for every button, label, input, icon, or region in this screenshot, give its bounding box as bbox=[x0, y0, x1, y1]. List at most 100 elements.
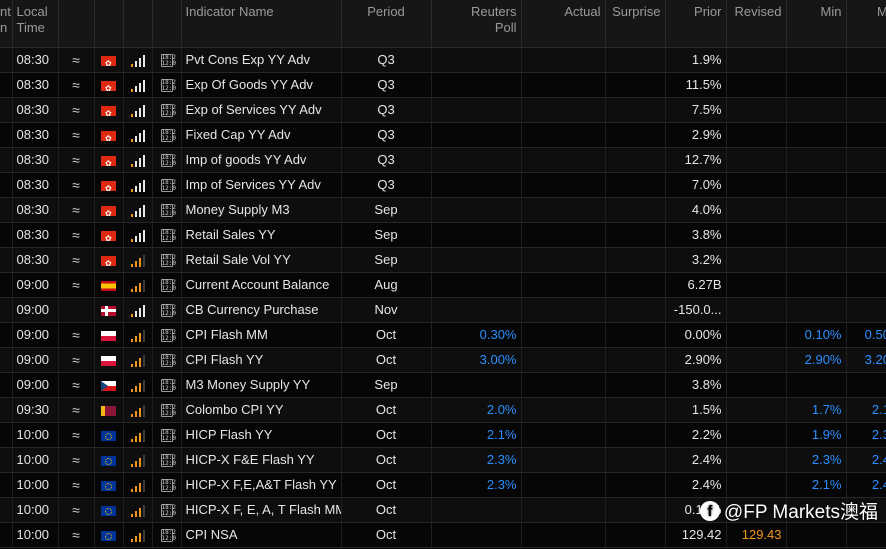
prior: 4.0% bbox=[665, 197, 727, 223]
trend-icon[interactable]: ≈ bbox=[58, 247, 95, 273]
trend-icon[interactable]: ≈ bbox=[58, 472, 95, 498]
table-row[interactable]: 09:00 ≈18:2 12:0 Current Account Balance Aug… bbox=[0, 272, 886, 298]
indicator-name[interactable]: HICP Flash YY bbox=[181, 422, 342, 448]
trend-icon[interactable]: ≈ bbox=[58, 47, 95, 73]
col-actual-header[interactable]: Actual bbox=[521, 0, 606, 48]
col-importance-header[interactable] bbox=[123, 0, 153, 48]
indicator-name[interactable]: Exp of Services YY Adv bbox=[181, 97, 342, 123]
indicator-name[interactable]: Imp of goods YY Adv bbox=[181, 147, 342, 173]
indicator-name[interactable]: CPI NSA bbox=[181, 522, 342, 548]
indicator-name[interactable]: CPI Flash MM bbox=[181, 322, 342, 348]
trend-icon[interactable]: ≈ bbox=[58, 172, 95, 198]
calendar-icon[interactable]: 18:2 12:0 bbox=[160, 404, 176, 418]
calendar-icon[interactable]: 18:2 12:0 bbox=[160, 479, 176, 493]
calendar-icon[interactable]: 18:2 12:0 bbox=[160, 354, 176, 368]
indicator-name[interactable]: Colombo CPI YY bbox=[181, 397, 342, 423]
trend-icon[interactable]: ≈ bbox=[58, 322, 95, 348]
col-calendar-header[interactable] bbox=[152, 0, 182, 48]
table-row[interactable]: 10:00 ≈18:2 12:0 HICP-X F,E,A&T Flash YY Oct… bbox=[0, 472, 886, 498]
trend-icon[interactable]: ≈ bbox=[58, 197, 95, 223]
indicator-name[interactable]: Retail Sales YY bbox=[181, 222, 342, 248]
indicator-name[interactable]: CPI Flash YY bbox=[181, 347, 342, 373]
col-period-header[interactable]: Period bbox=[341, 0, 432, 48]
table-row[interactable]: 10:00 ≈18:2 12:0 CPI NSA Oct 129.42 129.43 bbox=[0, 522, 886, 548]
calendar-icon[interactable]: 18:2 12:0 bbox=[160, 529, 176, 543]
col-trend-header[interactable] bbox=[58, 0, 95, 48]
trend-icon[interactable]: ≈ bbox=[58, 72, 95, 98]
trend-icon[interactable]: ≈ bbox=[58, 522, 95, 548]
table-row[interactable]: 09:00 ≈18:2 12:0 CPI Flash YY Oct 3.00% 2.90% 2… bbox=[0, 347, 886, 373]
trend-icon[interactable]: ≈ bbox=[58, 147, 95, 173]
indicator-name[interactable]: M3 Money Supply YY bbox=[181, 372, 342, 398]
indicator-name[interactable]: Imp of Services YY Adv bbox=[181, 172, 342, 198]
calendar-icon[interactable]: 18:2 12:0 bbox=[160, 254, 176, 268]
indicator-name[interactable]: HICP-X F,E,A&T Flash YY bbox=[181, 472, 342, 498]
calendar-icon[interactable]: 18:2 12:0 bbox=[160, 454, 176, 468]
trend-icon[interactable]: ≈ bbox=[58, 97, 95, 123]
period: Q3 bbox=[341, 147, 432, 173]
calendar-icon[interactable]: 18:2 12:0 bbox=[160, 204, 176, 218]
surprise bbox=[605, 247, 666, 273]
calendar-icon[interactable]: 18:2 12:0 bbox=[160, 329, 176, 343]
calendar-icon[interactable]: 18:2 12:0 bbox=[160, 504, 176, 518]
calendar-icon[interactable]: 18:2 12:0 bbox=[160, 79, 176, 93]
indicator-name[interactable]: Retail Sale Vol YY bbox=[181, 247, 342, 273]
col-max-header[interactable]: Max bbox=[846, 0, 886, 48]
trend-icon[interactable]: ≈ bbox=[58, 397, 95, 423]
table-row[interactable]: 10:00 ≈18:2 12:0 HICP-X F&E Flash YY Oct 2.3%… bbox=[0, 447, 886, 473]
calendar-icon[interactable]: 18:2 12:0 bbox=[160, 54, 176, 68]
col-indicator-header[interactable]: Indicator Name bbox=[181, 0, 342, 48]
col-min-header[interactable]: Min bbox=[786, 0, 847, 48]
trend-icon[interactable] bbox=[58, 297, 95, 323]
trend-icon[interactable]: ≈ bbox=[58, 347, 95, 373]
indicator-name[interactable]: Exp Of Goods YY Adv bbox=[181, 72, 342, 98]
col-surprise-header[interactable]: Surprise bbox=[605, 0, 666, 48]
table-row[interactable]: 09:30 ≈18:2 12:0 Colombo CPI YY Oct 2.0% 1.5% 1… bbox=[0, 397, 886, 423]
trend-icon[interactable]: ≈ bbox=[58, 222, 95, 248]
trend-icon[interactable]: ≈ bbox=[58, 447, 95, 473]
table-row[interactable]: 09:00 ≈18:2 12:0 CPI Flash MM Oct 0.30% 0.00% 0… bbox=[0, 322, 886, 348]
indicator-name[interactable]: HICP-X F&E Flash YY bbox=[181, 447, 342, 473]
importance-cell bbox=[123, 347, 153, 373]
calendar-icon[interactable]: 18:2 12:0 bbox=[160, 104, 176, 118]
col-local-time-header[interactable]: Local Time bbox=[12, 0, 59, 48]
calendar-icon[interactable]: 18:2 12:0 bbox=[160, 304, 176, 318]
trend-icon[interactable]: ≈ bbox=[58, 422, 95, 448]
calendar-icon[interactable]: 18:2 12:0 bbox=[160, 429, 176, 443]
col-flag-header[interactable] bbox=[94, 0, 124, 48]
table-row[interactable]: 09:00 ≈18:2 12:0 M3 Money Supply YY Sep 3.8% bbox=[0, 372, 886, 398]
trend-icon[interactable]: ≈ bbox=[58, 372, 95, 398]
indicator-name[interactable]: Money Supply M3 bbox=[181, 197, 342, 223]
col-poll-header[interactable]: Reuters Poll bbox=[431, 0, 522, 48]
table-row[interactable]: 09:00 18:2 12:0 CB Currency Purchase Nov -150… bbox=[0, 297, 886, 323]
trend-icon[interactable]: ≈ bbox=[58, 122, 95, 148]
row-country-cell bbox=[0, 472, 13, 498]
trend-icon[interactable]: ≈ bbox=[58, 272, 95, 298]
col-prior-header[interactable]: Prior bbox=[665, 0, 727, 48]
calendar-icon[interactable]: 18:2 12:0 bbox=[160, 179, 176, 193]
indicator-name[interactable]: Fixed Cap YY Adv bbox=[181, 122, 342, 148]
indicator-name[interactable]: HICP-X F, E, A, T Flash MM bbox=[181, 497, 342, 523]
indicator-name[interactable]: Current Account Balance bbox=[181, 272, 342, 298]
calendar-icon[interactable]: 18:2 12:0 bbox=[160, 379, 176, 393]
indicator-name[interactable]: Pvt Cons Exp YY Adv bbox=[181, 47, 342, 73]
calendar-icon[interactable]: 18:2 12:0 bbox=[160, 279, 176, 293]
country-flag-icon bbox=[101, 430, 116, 441]
col-revised-header[interactable]: Revised bbox=[726, 0, 787, 48]
indicator-name[interactable]: CB Currency Purchase bbox=[181, 297, 342, 323]
calendar-icon[interactable]: 18:2 12:0 bbox=[160, 154, 176, 168]
calendar-icon[interactable]: 18:2 12:0 bbox=[160, 229, 176, 243]
table-row[interactable]: 10:00 ≈18:2 12:0 HICP Flash YY Oct 2.1% 2.2% 1.… bbox=[0, 422, 886, 448]
calendar-icon[interactable]: 18:2 12:0 bbox=[160, 129, 176, 143]
trend-icon[interactable]: ≈ bbox=[58, 497, 95, 523]
col-country-header[interactable]: nt n bbox=[0, 0, 13, 48]
